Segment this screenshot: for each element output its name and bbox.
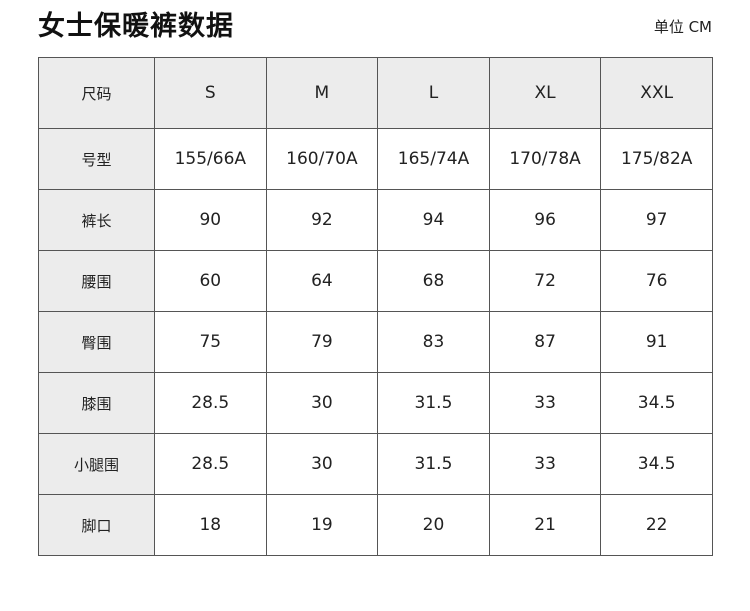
table-cell: 165/74A (377, 128, 490, 190)
table-cell: 83 (377, 311, 490, 373)
table-cell: 87 (488, 311, 602, 373)
table-cell: 91 (600, 311, 713, 373)
table-cell: 28.5 (154, 372, 267, 434)
size-header: XXL (600, 57, 713, 129)
header-label: 尺码 (38, 57, 155, 129)
table-cell: 90 (154, 189, 267, 251)
table-cell: 33 (488, 433, 602, 495)
page-title: 女士保暖裤数据 (38, 11, 234, 42)
table-row: 脚口 18 19 20 21 22 (38, 494, 713, 556)
row-label: 腰围 (38, 250, 155, 312)
table-cell: 75 (154, 311, 267, 373)
table-cell: 20 (377, 494, 490, 556)
table-cell: 31.5 (377, 372, 490, 434)
table-cell: 72 (488, 250, 602, 312)
size-header: XL (488, 57, 602, 129)
size-header: M (265, 57, 379, 129)
table-cell: 170/78A (488, 128, 602, 190)
table-cell: 64 (265, 250, 379, 312)
table-cell: 19 (265, 494, 379, 556)
table-row: 臀围 75 79 83 87 91 (38, 311, 713, 373)
table-cell: 34.5 (600, 433, 713, 495)
table-cell: 96 (488, 189, 602, 251)
table-cell: 31.5 (377, 433, 490, 495)
table-cell: 175/82A (600, 128, 713, 190)
row-label: 号型 (38, 128, 155, 190)
table-cell: 60 (154, 250, 267, 312)
table-row: 腰围 60 64 68 72 76 (38, 250, 713, 312)
table-cell: 97 (600, 189, 713, 251)
table-cell: 30 (265, 433, 379, 495)
table-cell: 22 (600, 494, 713, 556)
row-label: 裤长 (38, 189, 155, 251)
table-cell: 76 (600, 250, 713, 312)
size-header: L (377, 57, 490, 129)
table-row: 号型 155/66A 160/70A 165/74A 170/78A 175/82A (38, 128, 713, 190)
table-cell: 92 (265, 189, 379, 251)
row-label: 膝围 (38, 372, 155, 434)
table-cell: 34.5 (600, 372, 713, 434)
table-cell: 28.5 (154, 433, 267, 495)
table-row: 膝围 28.5 30 31.5 33 34.5 (38, 372, 713, 434)
table-cell: 33 (488, 372, 602, 434)
table-row: 裤长 90 92 94 96 97 (38, 189, 713, 251)
row-label: 小腿围 (38, 433, 155, 495)
table-cell: 30 (265, 372, 379, 434)
unit-label: 单位 CM (653, 18, 712, 36)
table-cell: 18 (154, 494, 267, 556)
table-cell: 68 (377, 250, 490, 312)
table-row: 小腿围 28.5 30 31.5 33 34.5 (38, 433, 713, 495)
size-header: S (154, 57, 267, 129)
size-chart-table: 尺码 S M L XL XXL 号型 155/66A 160/70A 165/74A 170/78A… (38, 57, 713, 556)
table-cell: 155/66A (154, 128, 267, 190)
table-cell: 94 (377, 189, 490, 251)
row-label: 脚口 (38, 494, 155, 556)
table-cell: 79 (265, 311, 379, 373)
table-cell: 21 (488, 494, 602, 556)
table-cell: 160/70A (265, 128, 379, 190)
row-label: 臀围 (38, 311, 155, 373)
header-row: 尺码 S M L XL XXL (38, 57, 713, 129)
